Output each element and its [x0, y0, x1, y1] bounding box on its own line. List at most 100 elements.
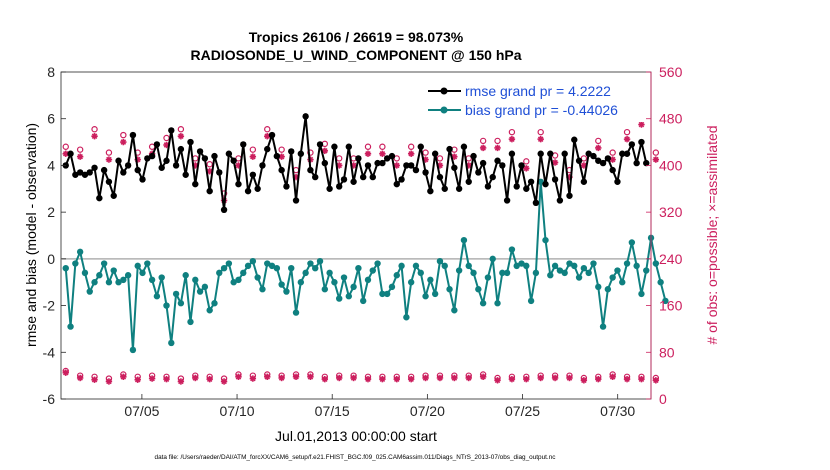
bias-point [652, 260, 660, 267]
obs-possible-point [393, 155, 400, 162]
rmse-point [542, 180, 549, 188]
bias-point [662, 297, 669, 305]
obs-assimilated-point [206, 375, 213, 383]
obs-possible-point [62, 143, 69, 150]
rmse-point [455, 185, 463, 192]
obs-assimilated-point [508, 135, 516, 143]
bias-point [182, 272, 189, 279]
obs-assimilated-point [451, 374, 458, 382]
rmse-point [307, 166, 314, 174]
rmse-point [436, 173, 444, 181]
obs-assimilated-point [364, 375, 372, 383]
obs-assimilated-point [638, 121, 645, 128]
bias-point [254, 274, 261, 281]
obs-assimilated-point [62, 369, 69, 376]
rmse-point [312, 173, 319, 181]
rmse-point [575, 157, 583, 164]
obs-assimilated-point [91, 133, 98, 140]
obs-possible-point [523, 158, 530, 165]
bias-point [460, 236, 468, 244]
bias-point [633, 262, 640, 270]
rmse-point [148, 152, 156, 160]
bias-point [292, 309, 300, 316]
rmse-point [134, 166, 141, 174]
obs-assimilated-point [321, 375, 329, 383]
bias-point [96, 272, 103, 279]
bias-point [403, 314, 410, 321]
bias-point [249, 257, 257, 265]
rmse-point [163, 157, 170, 164]
rmse-point [470, 152, 477, 160]
obs-possible-point [91, 126, 98, 133]
obs-assimilated-point [523, 165, 530, 172]
obs-assimilated-point [523, 375, 530, 383]
obs-assimilated-point [163, 375, 170, 383]
rmse-point [374, 159, 381, 167]
y-tick-left-label: -4 [43, 344, 56, 360]
obs-assimilated-point [192, 374, 199, 382]
rmse-point [244, 187, 252, 195]
rmse-point [556, 197, 564, 204]
obs-assimilated-point [494, 144, 501, 152]
rmse-point [321, 159, 329, 167]
x-tick-label: 07/20 [410, 403, 445, 419]
rmse-point [91, 164, 98, 171]
obs-assimilated-point [422, 374, 429, 382]
rmse-point [609, 166, 616, 174]
y-tick-right-label: 400 [659, 157, 683, 173]
rmse-point [76, 169, 84, 176]
rmse-point [595, 157, 602, 164]
bias-point [350, 283, 357, 291]
rmse-point [110, 192, 117, 199]
rmse-point [187, 138, 194, 146]
rmse-point [201, 155, 209, 162]
y-tick-left-label: 8 [47, 64, 55, 80]
obs-assimilated-point [652, 156, 660, 163]
obs-assimilated-point [407, 150, 415, 157]
bias-point [599, 323, 607, 330]
legend-box [424, 82, 646, 122]
bias-series [62, 178, 669, 354]
obs-possible-point [537, 128, 544, 136]
y-tick-right-label: 480 [659, 111, 683, 127]
bias-point [609, 274, 616, 281]
rmse-point [254, 185, 261, 192]
bias-point [580, 265, 588, 272]
bias-point [523, 262, 530, 270]
legend: rmse grand pr = 4.2222 bias grand pr = -… [424, 82, 646, 122]
obs-assimilated-point [393, 375, 400, 383]
bias-point [532, 269, 540, 277]
bias-point [446, 286, 453, 293]
rmse-point [446, 145, 453, 153]
y-tick-right-label: 160 [659, 298, 683, 314]
obs-assimilated-point [249, 153, 257, 160]
bias-point [134, 262, 141, 270]
rmse-point [417, 143, 424, 150]
rmse-point [451, 164, 458, 171]
chart-title: Tropics 26106 / 26619 = 98.073% [249, 29, 464, 45]
rmse-point [206, 187, 213, 195]
obs-possible-point [364, 143, 372, 150]
obs-assimilated-point [537, 374, 544, 382]
rmse-point [403, 162, 410, 169]
bias-point [211, 300, 218, 307]
obs-assimilated-point [292, 373, 300, 381]
bias-point [412, 262, 420, 270]
y-tick-right-label: 320 [659, 204, 683, 220]
rmse-point [604, 155, 612, 162]
obs-assimilated-point [91, 376, 98, 383]
rmse-point [259, 162, 266, 169]
rmse-point [240, 141, 247, 148]
bias-point [494, 300, 501, 307]
rmse-point [81, 171, 89, 178]
obs-possible-point [148, 143, 156, 150]
bias-point [129, 346, 137, 354]
obs-assimilated-point [235, 373, 242, 381]
bias-point [417, 269, 424, 277]
bias-point [225, 260, 233, 267]
obs-assimilated-point [580, 162, 588, 169]
y-axis-left-label: rmse and bias (model - observation) [23, 123, 39, 347]
x-axis-label: Jul.01,2013 00:00:00 start [275, 428, 437, 444]
obs-possible-point [278, 146, 285, 153]
